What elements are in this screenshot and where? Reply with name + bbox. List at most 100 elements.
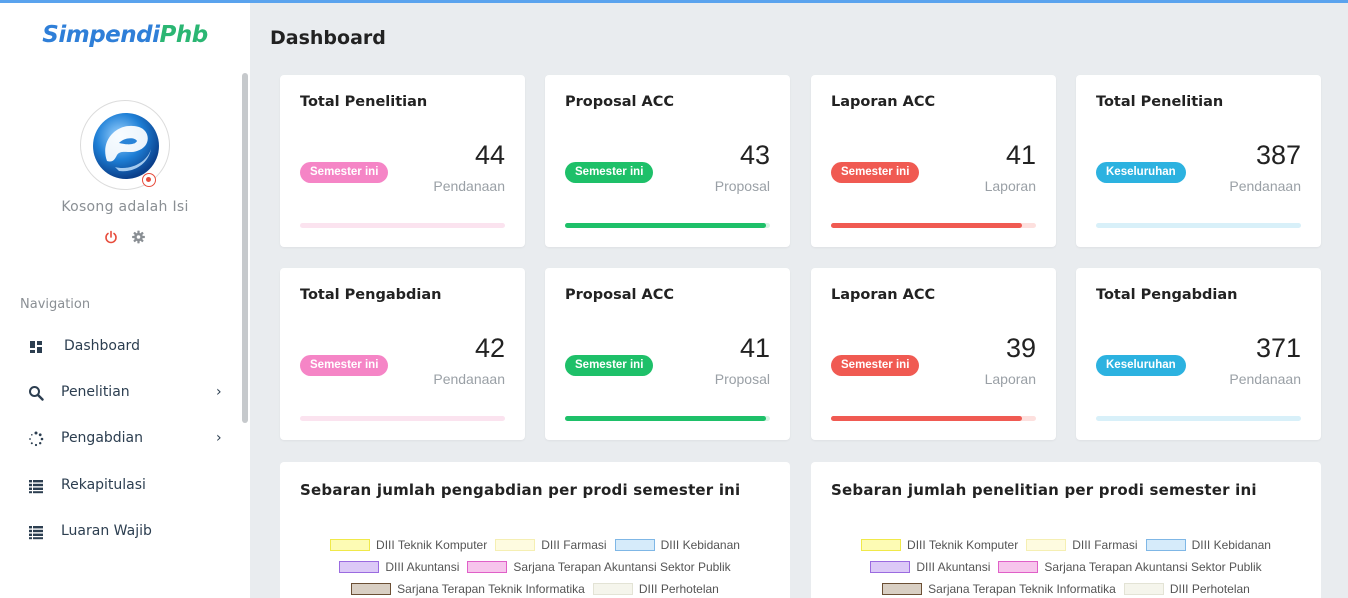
legend-swatch xyxy=(330,539,371,551)
legend-row: DIII Akuntansi Sarjana Terapan Akuntansi … xyxy=(280,556,790,578)
period-badge: Semester ini xyxy=(300,355,389,376)
nav-item-label: Rekapitulasi xyxy=(61,477,146,493)
legend-label: DIII Kebidanan xyxy=(1191,538,1271,552)
legend-item[interactable]: DIII Kebidanan xyxy=(1145,534,1271,556)
period-badge: Keseluruhan xyxy=(1096,162,1186,183)
stat-unit: Laporan xyxy=(984,178,1036,194)
card-title: Laporan ACC xyxy=(831,94,936,110)
progress-bar xyxy=(831,223,1036,228)
period-badge: Semester ini xyxy=(831,162,920,183)
legend-item[interactable]: Sarjana Terapan Teknik Informatika xyxy=(882,578,1116,598)
progress-fill xyxy=(831,416,1022,421)
period-badge: Semester ini xyxy=(565,162,654,183)
nav-item-penelitian[interactable]: Penelitian › xyxy=(0,373,250,413)
nav-item-label: Penelitian xyxy=(61,384,130,400)
progress-bar xyxy=(565,416,770,421)
legend-item[interactable]: DIII Farmasi xyxy=(1026,534,1138,556)
legend-item[interactable]: DIII Perhotelan xyxy=(1123,578,1250,598)
legend-item[interactable]: Sarjana Terapan Teknik Informatika xyxy=(351,578,585,598)
legend-swatch xyxy=(861,539,902,551)
chart-legend: DIII Teknik Komputer DIII Farmasi DIII Keb… xyxy=(280,534,790,598)
legend-swatch xyxy=(1145,539,1186,551)
legend-swatch xyxy=(1123,583,1164,595)
legend-label: DIII Akuntansi xyxy=(916,560,991,574)
nav-item-luaran-wajib[interactable]: Luaran Wajib xyxy=(0,512,250,552)
card-title: Proposal ACC xyxy=(565,287,675,303)
stat-unit: Pendanaan xyxy=(433,178,505,194)
legend-swatch xyxy=(467,561,508,573)
nav-item-dashboard[interactable]: Dashboard xyxy=(0,327,250,367)
legend-item[interactable]: Sarjana Terapan Akuntansi Sektor Publik xyxy=(467,556,731,578)
spinner-icon xyxy=(29,431,44,447)
gear-icon[interactable] xyxy=(131,229,146,245)
legend-label: DIII Farmasi xyxy=(541,538,607,552)
stat-card: Total Penelitian Semester ini 44 Pendanaan xyxy=(280,75,525,247)
stat-card: Laporan ACC Semester ini 41 Laporan xyxy=(811,75,1056,247)
legend-swatch xyxy=(592,583,633,595)
stat-value: 41 xyxy=(1005,140,1036,170)
nav-item-pengabdian[interactable]: Pengabdian › xyxy=(0,419,250,459)
logo-part-2: Phb xyxy=(159,22,209,48)
nav-item-rekapitulasi[interactable]: Rekapitulasi xyxy=(0,466,250,506)
legend-label: DIII Teknik Komputer xyxy=(376,538,488,552)
progress-fill xyxy=(565,416,766,421)
legend-row: DIII Akuntansi Sarjana Terapan Akuntansi … xyxy=(811,556,1321,578)
page-title: Dashboard xyxy=(270,27,386,49)
app-logo[interactable]: SimpendiPhb xyxy=(0,22,250,48)
card-title: Total Pengabdian xyxy=(300,287,442,303)
stat-card: Total Pengabdian Semester ini 42 Pendanaan xyxy=(280,268,525,440)
legend-item[interactable]: DIII Teknik Komputer xyxy=(861,534,1018,556)
legend-label: DIII Akuntansi xyxy=(385,560,460,574)
user-name: Kosong adalah Isi xyxy=(61,199,189,215)
legend-swatch xyxy=(1026,539,1067,551)
user-actions xyxy=(104,229,146,247)
legend-item[interactable]: DIII Kebidanan xyxy=(614,534,740,556)
card-title: Proposal ACC xyxy=(565,94,675,110)
stat-value: 43 xyxy=(739,140,770,170)
stat-card: Proposal ACC Semester ini 43 Proposal xyxy=(545,75,790,247)
stat-unit: Laporan xyxy=(984,371,1036,387)
stat-card: Total Penelitian Keseluruhan 387 Pendanaan xyxy=(1076,75,1321,247)
chevron-right-icon: › xyxy=(216,430,222,446)
stat-unit: Pendanaan xyxy=(433,371,505,387)
chart-panel-penelitian: Sebaran jumlah penelitian per prodi seme… xyxy=(811,462,1321,598)
period-badge: Semester ini xyxy=(565,355,654,376)
period-badge: Semester ini xyxy=(831,355,920,376)
legend-swatch xyxy=(351,583,392,595)
stat-unit: Proposal xyxy=(714,178,770,194)
period-badge: Semester ini xyxy=(300,162,389,183)
legend-swatch xyxy=(339,561,380,573)
legend-swatch xyxy=(998,561,1039,573)
legend-item[interactable]: DIII Akuntansi xyxy=(870,556,990,578)
stat-value: 44 xyxy=(474,140,505,170)
status-indicator xyxy=(142,173,156,187)
legend-item[interactable]: DIII Farmasi xyxy=(495,534,607,556)
power-icon[interactable] xyxy=(104,229,118,245)
legend-label: Sarjana Terapan Teknik Informatika xyxy=(397,582,585,596)
panel-title: Sebaran jumlah penelitian per prodi seme… xyxy=(831,481,1257,499)
progress-bar xyxy=(300,223,505,228)
period-badge: Keseluruhan xyxy=(1096,355,1186,376)
legend-label: Sarjana Terapan Teknik Informatika xyxy=(928,582,1116,596)
grid-icon xyxy=(30,341,42,353)
chart-legend: DIII Teknik Komputer DIII Farmasi DIII Keb… xyxy=(811,534,1321,598)
nav-item-label: Luaran Wajib xyxy=(61,523,152,539)
legend-item[interactable]: DIII Teknik Komputer xyxy=(330,534,487,556)
sidebar: SimpendiPhb Kosong adalah Isi xyxy=(0,0,250,598)
card-title: Total Pengabdian xyxy=(1096,287,1238,303)
sidebar-scrollbar[interactable] xyxy=(242,73,248,423)
legend-label: DIII Perhotelan xyxy=(1169,582,1250,596)
nav-heading: Navigation xyxy=(20,297,91,312)
list-icon xyxy=(29,480,43,494)
stat-value: 42 xyxy=(474,333,505,363)
legend-item[interactable]: Sarjana Terapan Akuntansi Sektor Publik xyxy=(998,556,1262,578)
legend-item[interactable]: DIII Perhotelan xyxy=(592,578,719,598)
legend-item[interactable]: DIII Akuntansi xyxy=(339,556,459,578)
chart-panel-pengabdian: Sebaran jumlah pengabdian per prodi seme… xyxy=(280,462,790,598)
legend-row: DIII Teknik Komputer DIII Farmasi DIII Keb… xyxy=(280,534,790,556)
legend-row: DIII Teknik Komputer DIII Farmasi DIII Keb… xyxy=(811,534,1321,556)
progress-bar xyxy=(565,223,770,228)
panel-title: Sebaran jumlah pengabdian per prodi seme… xyxy=(300,481,741,499)
legend-swatch xyxy=(882,583,923,595)
search-icon xyxy=(29,386,44,401)
